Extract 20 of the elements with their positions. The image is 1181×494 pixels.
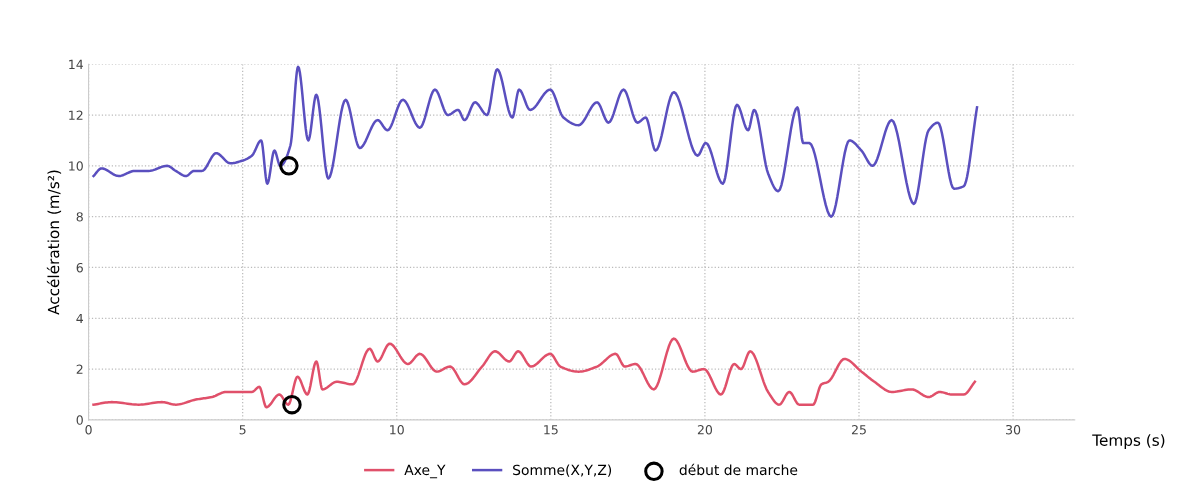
x-tick-label: 25 bbox=[851, 424, 866, 435]
x-tick-label: 10 bbox=[390, 424, 404, 435]
legend-label: Somme(X,Y,Z) bbox=[513, 464, 612, 477]
legend-label: Axe_Y bbox=[404, 464, 446, 479]
x-tick-label: 15 bbox=[544, 425, 558, 435]
y-tick-label: 4 bbox=[76, 313, 84, 324]
x-tick-label: 30 bbox=[1006, 424, 1021, 435]
x-tick-label: 20 bbox=[697, 424, 713, 435]
y-tick-label: 0 bbox=[76, 415, 83, 425]
x-tick-label: 5 bbox=[239, 425, 246, 435]
y-tick-label: 6 bbox=[76, 262, 83, 273]
y-tick-label: 8 bbox=[76, 212, 83, 222]
x-axis-title: Temps (s) bbox=[1092, 434, 1165, 449]
y-tick-label: 12 bbox=[69, 110, 83, 120]
y-tick-label: 14 bbox=[69, 59, 84, 69]
y-tick-label: 2 bbox=[76, 364, 83, 374]
x-tick-label: 0 bbox=[85, 424, 92, 435]
legend-label: début de marche bbox=[679, 463, 798, 476]
y-axis-title: Accélération (m/s²) bbox=[46, 170, 62, 315]
y-tick-label: 10 bbox=[69, 161, 83, 171]
